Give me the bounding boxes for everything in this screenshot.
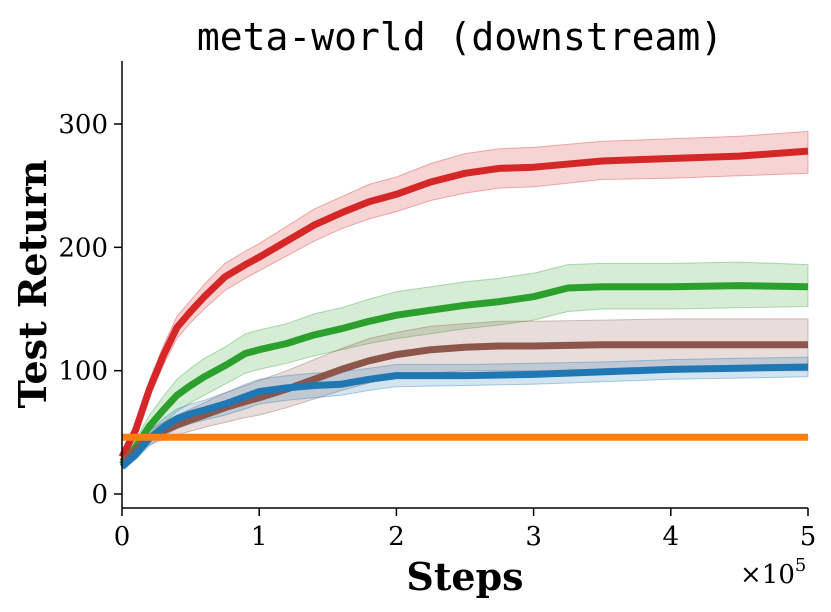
x-tick-label: 4: [663, 522, 680, 552]
y-tick-label: 0: [91, 480, 108, 510]
x-tick-label: 1: [251, 522, 268, 552]
confidence-bands: [121, 130, 809, 471]
x-tick-label: 0: [114, 522, 131, 552]
y-tick-label: 300: [58, 110, 108, 140]
y-tick-label: 200: [58, 233, 108, 263]
x-axis-multiplier: ×105: [740, 555, 806, 590]
chart-title: meta-world (downstream): [197, 15, 723, 59]
series-1-band: [121, 130, 809, 462]
x-axis-label: Steps: [406, 554, 523, 599]
y-axis-label: Test Return: [10, 160, 55, 409]
y-axis-ticks: 0 100 200 300: [58, 110, 122, 510]
series-lines: [118, 147, 809, 470]
y-tick-label: 100: [58, 357, 108, 387]
x-tick-label: 3: [525, 522, 542, 552]
series-4-line: [119, 363, 809, 470]
series-3-band: [121, 318, 809, 466]
series-2-line: [119, 282, 809, 467]
x-tick-label: 2: [388, 522, 405, 552]
series-3-line: [119, 341, 808, 465]
x-axis-ticks: 0 1 2 3 4 5: [114, 508, 817, 552]
series-1-line: [118, 147, 809, 459]
x-tick-label: 5: [800, 522, 817, 552]
